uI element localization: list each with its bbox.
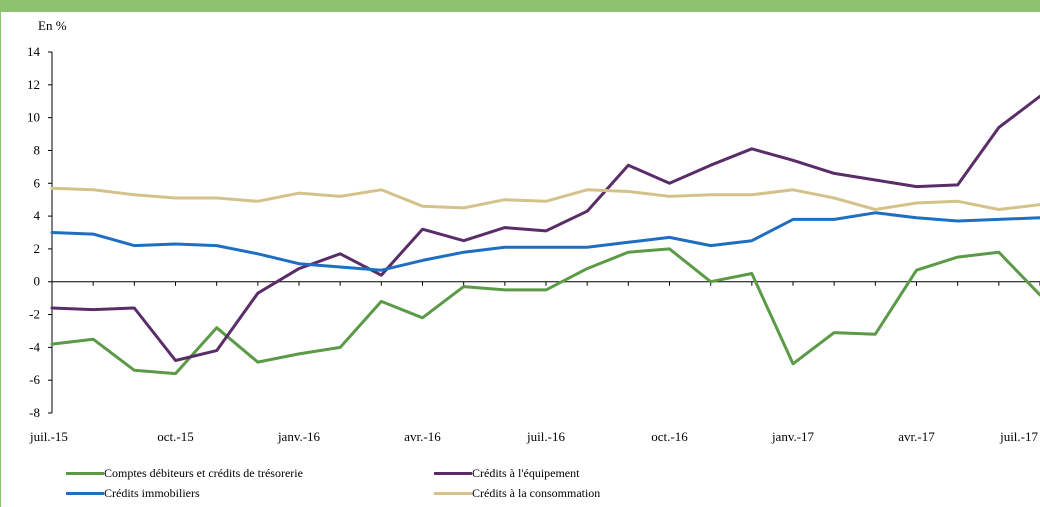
legend-label: Comptes débiteurs et crédits de trésorer… <box>104 466 303 480</box>
legend-label: Crédits immobiliers <box>104 486 200 500</box>
legend-swatch <box>434 492 472 495</box>
legend-swatch <box>434 472 472 475</box>
series-line-3 <box>50 211 1040 272</box>
unit-label: En % <box>38 18 67 33</box>
y-tick-label: -6 <box>29 372 40 387</box>
series-line-2 <box>50 94 1040 362</box>
x-tick-label: janv.-16 <box>277 429 321 444</box>
x-tick-label: avr.-16 <box>404 429 441 444</box>
y-tick-label: 14 <box>27 44 41 59</box>
y-tick-label: 4 <box>34 208 41 223</box>
x-tick-label: oct.-15 <box>157 429 193 444</box>
x-tick-label: avr.-17 <box>898 429 935 444</box>
x-tick-label: janv.-17 <box>771 429 815 444</box>
y-tick-label: 8 <box>34 142 41 157</box>
x-tick-label: juil.-17 <box>999 429 1038 444</box>
legend-label: Crédits à l'équipement <box>472 466 580 480</box>
frame-border <box>0 12 1 507</box>
legend-swatch <box>66 472 104 475</box>
y-tick-label: -2 <box>29 307 40 322</box>
y-tick-label: 0 <box>34 274 41 289</box>
legend-swatch <box>66 492 104 495</box>
series-line-4 <box>50 186 1040 211</box>
y-tick-label: -8 <box>29 405 40 420</box>
legend-label: Crédits à la consommation <box>472 486 601 500</box>
x-tick-label: juil.-15 <box>29 429 68 444</box>
series-line-1 <box>50 247 1040 376</box>
x-tick-label: juil.-16 <box>526 429 565 444</box>
y-tick-label: 10 <box>27 110 40 125</box>
y-tick-label: 6 <box>34 175 41 190</box>
y-tick-label: 2 <box>34 241 41 256</box>
y-tick-label: -4 <box>29 339 40 354</box>
header-band <box>0 0 1040 12</box>
x-tick-label: oct.-16 <box>651 429 688 444</box>
y-tick-label: 12 <box>27 77 40 92</box>
